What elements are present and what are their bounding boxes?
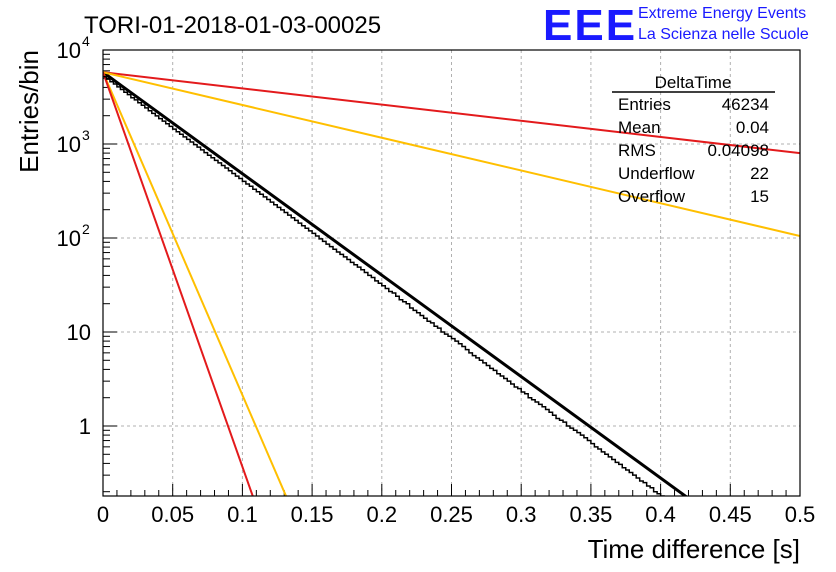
y-tick-label: 1 <box>79 414 91 439</box>
y-axis-label: Entries/bin <box>14 50 44 173</box>
stats-value: 22 <box>750 164 769 183</box>
x-tick-label: 0.05 <box>151 502 194 527</box>
stats-label: RMS <box>618 141 656 160</box>
x-tick-label: 0.2 <box>367 502 398 527</box>
y-tick-exponent: 4 <box>82 33 90 49</box>
stats-value: 15 <box>750 187 769 206</box>
stats-label: Underflow <box>618 164 695 183</box>
stats-header: DeltaTime <box>655 73 732 92</box>
fit-line <box>103 71 800 237</box>
x-axis-label: Time difference [s] <box>588 534 800 564</box>
fit-line <box>103 71 288 496</box>
logo-line2: La Scienza nelle Scuole <box>638 26 809 43</box>
fit-line <box>103 71 800 155</box>
logo-mark: EEE <box>543 1 637 50</box>
x-tick-label: 0.3 <box>506 502 537 527</box>
chart-title: TORI-01-2018-01-03-00025 <box>84 12 381 39</box>
logo-line1: Extreme Energy Events <box>638 5 806 22</box>
stats-value: 46234 <box>722 95 769 114</box>
stats-value: 0.04 <box>736 118 769 137</box>
stats-rows: Entries 46234 Mean 0.04 RMS 0.04098 Underflow 2… <box>618 95 769 206</box>
histogram <box>103 75 665 496</box>
eee-logo: EEE Extreme Energy Events La Scienza nel… <box>543 1 809 50</box>
grid <box>103 50 800 496</box>
x-tick-label: 0.35 <box>569 502 612 527</box>
stats-label: Overflow <box>618 187 686 206</box>
x-tick-label: 0.15 <box>291 502 334 527</box>
stats-label: Entries <box>618 95 671 114</box>
x-tick-labels: 0 0.05 0.1 0.15 0.2 0.25 0.3 0.35 0.4 0.45 0.5 <box>97 502 815 527</box>
plot-frame <box>102 49 801 497</box>
x-tick-label: 0.45 <box>709 502 752 527</box>
y-tick-label: 10 <box>57 226 81 251</box>
x-tick-label: 0.5 <box>785 502 816 527</box>
y-tick-label: 10 <box>67 320 91 345</box>
x-tick-label: 0 <box>97 502 109 527</box>
fit-line <box>103 71 688 496</box>
x-tick-label: 0.25 <box>430 502 473 527</box>
histogram-outline <box>103 75 665 496</box>
y-tick-label: 10 <box>57 38 81 63</box>
y-tick-exponent: 3 <box>82 127 90 143</box>
y-tick-exponent: 2 <box>82 221 90 237</box>
fit-lines <box>103 71 800 496</box>
stats-label: Mean <box>618 118 661 137</box>
fit-line <box>103 71 254 496</box>
stats-box: DeltaTime Entries 46234 Mean 0.04 RMS 0.04098… <box>612 73 775 206</box>
x-tick-label: 0.4 <box>645 502 676 527</box>
y-tick-label: 10 <box>57 132 81 157</box>
stats-value: 0.04098 <box>708 141 769 160</box>
x-tick-label: 0.1 <box>227 502 258 527</box>
